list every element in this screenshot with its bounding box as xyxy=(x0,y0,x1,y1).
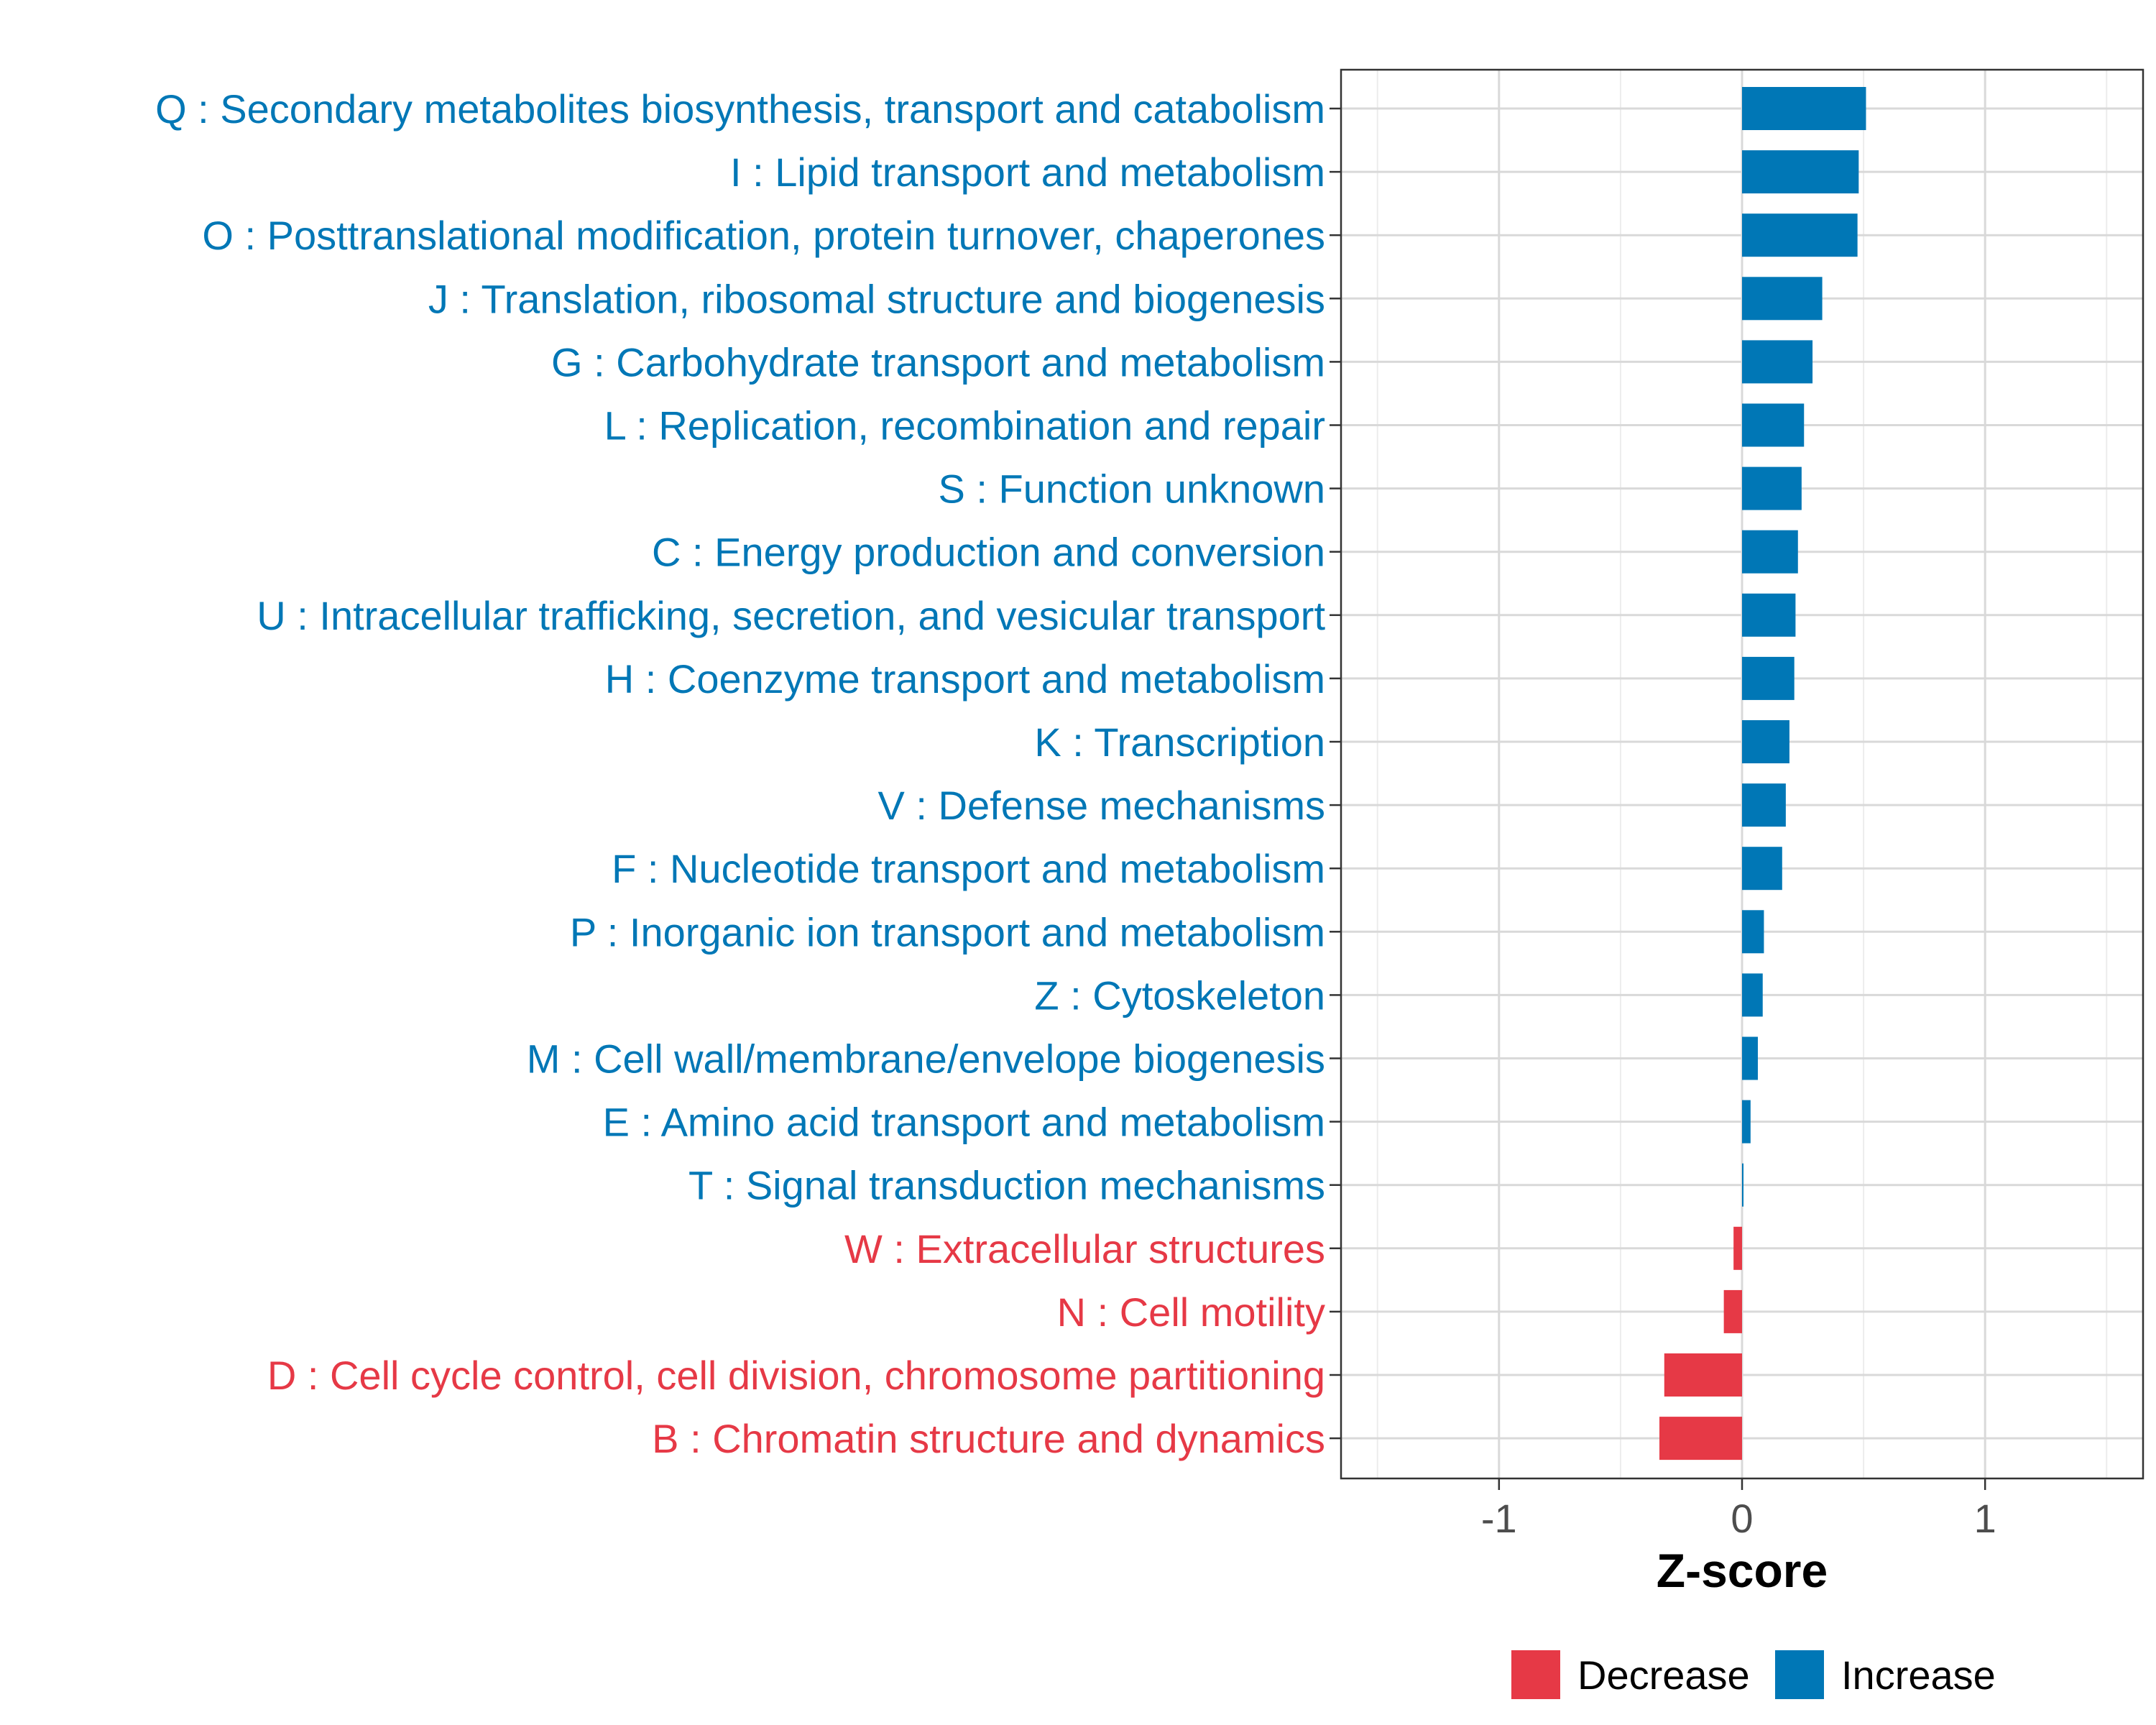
bar-m xyxy=(1742,1036,1758,1080)
bar-g xyxy=(1742,340,1813,384)
category-label: S : Function unknown xyxy=(938,466,1325,512)
category-label: O : Posttranslational modification, prot… xyxy=(202,213,1325,258)
bar-d xyxy=(1664,1353,1742,1397)
legend-swatch-increase xyxy=(1775,1650,1824,1699)
x-axis-ticks: -1 0 1 xyxy=(1481,1478,1996,1541)
bar-k xyxy=(1742,720,1789,763)
legend-label-increase: Increase xyxy=(1841,1652,1996,1698)
bar-t xyxy=(1742,1163,1743,1207)
x-tick-label: -1 xyxy=(1481,1496,1517,1541)
category-label: T : Signal transduction mechanisms xyxy=(688,1163,1325,1208)
category-label: W : Extracellular structures xyxy=(844,1226,1325,1271)
bars xyxy=(1659,87,1866,1460)
bar-j xyxy=(1742,277,1823,321)
category-label: C : Energy production and conversion xyxy=(652,530,1325,575)
category-label: N : Cell motility xyxy=(1057,1289,1325,1335)
bar-c xyxy=(1742,530,1798,574)
bar-b xyxy=(1659,1417,1742,1460)
category-label: G : Carbohydrate transport and metabolis… xyxy=(551,339,1325,385)
category-label: E : Amino acid transport and metabolism xyxy=(603,1100,1325,1145)
bar-v xyxy=(1742,783,1786,827)
bar-z xyxy=(1742,973,1763,1017)
bar-n xyxy=(1723,1289,1742,1333)
legend-label-decrease: Decrease xyxy=(1577,1652,1750,1698)
category-label: H : Coenzyme transport and metabolism xyxy=(605,656,1325,702)
legend: Decrease Increase xyxy=(1511,1650,1996,1699)
category-label: V : Defense mechanisms xyxy=(878,783,1325,828)
category-label: P : Inorganic ion transport and metaboli… xyxy=(570,909,1325,954)
category-label: Q : Secondary metabolites biosynthesis, … xyxy=(155,86,1325,132)
bar-o xyxy=(1742,213,1858,257)
bar-w xyxy=(1733,1226,1742,1270)
bar-p xyxy=(1742,910,1764,954)
bar-l xyxy=(1742,403,1805,447)
category-label: J : Translation, ribosomal structure and… xyxy=(428,276,1325,321)
legend-swatch-decrease xyxy=(1511,1650,1560,1699)
y-axis-category-labels: Q : Secondary metabolites biosynthesis, … xyxy=(155,86,1325,1461)
category-label: F : Nucleotide transport and metabolism xyxy=(612,846,1325,891)
category-label: B : Chromatin structure and dynamics xyxy=(652,1416,1325,1461)
x-tick-label: 1 xyxy=(1974,1496,1996,1541)
x-axis-title: Z-score xyxy=(1657,1544,1828,1597)
bar-i xyxy=(1742,150,1859,194)
y-axis-ticks xyxy=(1330,107,1341,1440)
category-label: M : Cell wall/membrane/envelope biogenes… xyxy=(527,1036,1325,1082)
category-label: K : Transcription xyxy=(1034,719,1325,765)
bar-s xyxy=(1742,466,1802,510)
bar-h xyxy=(1742,656,1795,700)
category-label: L : Replication, recombination and repai… xyxy=(604,403,1325,448)
category-label: Z : Cytoskeleton xyxy=(1034,972,1325,1018)
bar-u xyxy=(1742,593,1796,637)
category-label: U : Intracellular trafficking, secretion… xyxy=(257,593,1325,638)
bar-e xyxy=(1742,1100,1751,1144)
category-label: I : Lipid transport and metabolism xyxy=(730,150,1325,195)
bar-q xyxy=(1742,87,1866,130)
bar-f xyxy=(1742,847,1782,891)
x-tick-label: 0 xyxy=(1731,1496,1753,1541)
category-label: D : Cell cycle control, cell division, c… xyxy=(267,1353,1325,1398)
